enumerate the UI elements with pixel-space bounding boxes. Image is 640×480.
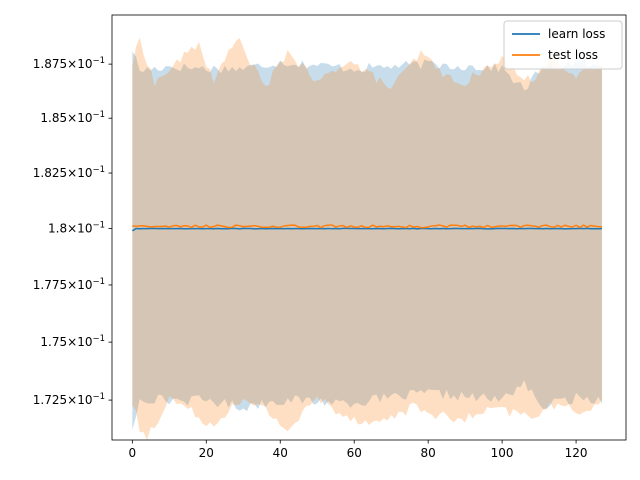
legend-box xyxy=(503,20,623,70)
axes-frame xyxy=(111,14,627,441)
y-axis-ticks: 1.875×10−1 1.85×10−1 1.825×10−1 1.8×10−1 1.7… xyxy=(33,56,112,407)
legend-label: test loss xyxy=(548,48,598,62)
y-tick-label: 1.875×10−1 xyxy=(33,56,105,71)
y-tick-label: 1.825×10−1 xyxy=(33,165,105,180)
y-tick-label: 1.725×10−1 xyxy=(33,392,105,407)
y-tick-label: 1.8×10−1 xyxy=(48,221,105,236)
band-test-loss xyxy=(132,37,602,441)
line-learn-loss xyxy=(131,227,603,232)
legend-label: learn loss xyxy=(548,27,605,41)
x-tick-label: 60 xyxy=(347,446,362,460)
x-tick-label: 20 xyxy=(199,446,214,460)
x-tick-label: 40 xyxy=(273,446,288,460)
x-tick-label: 120 xyxy=(565,446,588,460)
x-tick-label: 0 xyxy=(129,446,137,460)
x-tick-label: 80 xyxy=(421,446,436,460)
x-tick-label: 100 xyxy=(491,446,514,460)
y-tick-label: 1.75×10−1 xyxy=(40,334,105,349)
y-tick-label: 1.85×10−1 xyxy=(40,110,105,125)
x-axis-ticks: 0 20 40 60 80 100 120 xyxy=(129,440,588,460)
confidence-bands xyxy=(132,37,602,441)
y-tick-label: 1.775×10−1 xyxy=(33,277,105,292)
line-test-loss xyxy=(132,224,603,229)
band-learn-loss xyxy=(132,51,602,430)
legend: learn loss test loss xyxy=(503,20,623,70)
series-lines xyxy=(131,224,603,232)
